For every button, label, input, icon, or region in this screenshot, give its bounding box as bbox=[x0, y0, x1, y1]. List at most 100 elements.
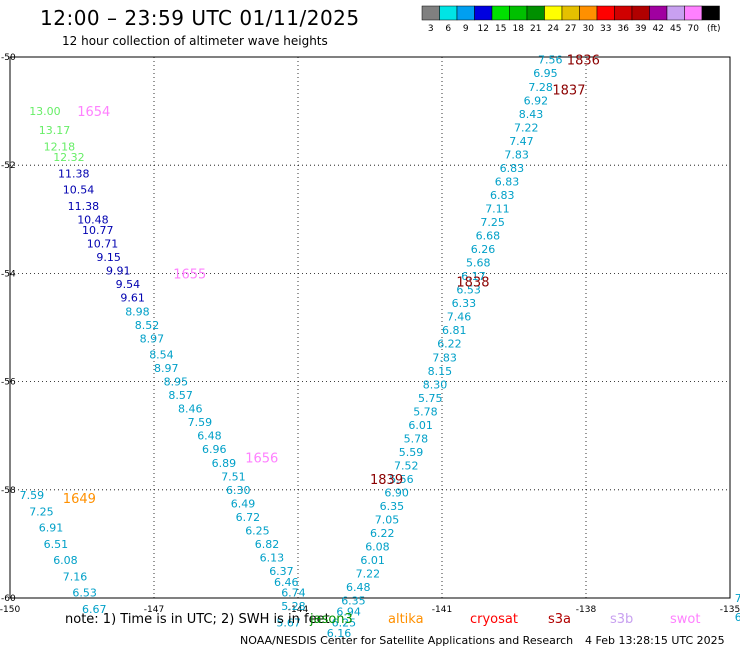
wave-height-point: 8.54 bbox=[149, 349, 174, 362]
legend-label: 42 bbox=[653, 24, 664, 34]
wave-height-point: 7.59 bbox=[20, 489, 44, 502]
wave-height-point: 6.30 bbox=[226, 484, 251, 497]
wave-height-point: 8.43 bbox=[519, 108, 544, 121]
wave-height-point: 6.91 bbox=[39, 522, 64, 535]
legend-label: 3 bbox=[428, 24, 434, 34]
wave-height-point: 6.25 bbox=[245, 524, 270, 537]
footer-timestamp: 4 Feb 13:28:15 UTC 2025 bbox=[585, 634, 725, 647]
wave-height-point: 6.08 bbox=[365, 541, 390, 554]
wave-height-point: 6.89 bbox=[212, 457, 237, 470]
wave-height-point: 6.01 bbox=[408, 419, 433, 432]
wave-height-point: 6.82 bbox=[255, 538, 279, 551]
legend-label: 27 bbox=[565, 24, 576, 34]
satellite-label-s3b: s3b bbox=[610, 612, 634, 627]
legend-label: 39 bbox=[635, 24, 647, 34]
wave-height-point: 6.37 bbox=[269, 565, 294, 578]
lat-tick-label: -56 bbox=[1, 378, 16, 388]
pass-time-label: 1839 bbox=[370, 473, 403, 488]
lon-tick-label: -144 bbox=[288, 605, 309, 615]
wave-height-point: 6.83 bbox=[490, 189, 515, 202]
wave-height-point: 8.98 bbox=[125, 305, 150, 318]
legend-label: 33 bbox=[600, 24, 611, 34]
wave-height-point: 6.46 bbox=[274, 576, 299, 589]
wave-height-point: 6.94 bbox=[336, 606, 361, 619]
wave-height-point: 6.96 bbox=[202, 443, 227, 456]
wave-height-point: 8.15 bbox=[428, 365, 453, 378]
wave-height-point: 6.25 bbox=[332, 616, 357, 629]
wave-height-point: 7.16 bbox=[63, 570, 88, 583]
wave-height-point: 7.46 bbox=[447, 311, 472, 324]
wave-height-point: 6 bbox=[735, 611, 740, 624]
pass-time-label: 1837 bbox=[552, 83, 585, 98]
wave-height-point: 11.38 bbox=[58, 167, 90, 180]
legend-label: 21 bbox=[530, 24, 541, 34]
wave-height-point: 13.00 bbox=[29, 105, 61, 118]
wave-height-legend: 3 6 9 12 15 18 21 24 27 30 33 36 39 42 45 70 (ft) bbox=[421, 5, 721, 34]
lon-tick-label: -135 bbox=[720, 605, 740, 615]
wave-height-point: 6.83 bbox=[495, 175, 520, 188]
chart-title: 12:00 – 23:59 UTC 01/11/2025 bbox=[40, 6, 360, 30]
wave-height-point: 10.48 bbox=[77, 213, 109, 226]
wave-height-point: 6.16 bbox=[327, 627, 352, 640]
legend-label: 9 bbox=[463, 24, 469, 34]
wave-height-point: 6.67 bbox=[82, 603, 107, 616]
wave-height-point: 8.52 bbox=[135, 319, 160, 332]
wave-height-point: 7.51 bbox=[221, 470, 246, 483]
legend-label: 15 bbox=[495, 24, 506, 34]
lon-tick-label: -138 bbox=[576, 605, 597, 615]
wave-height-point: 6.53 bbox=[72, 587, 97, 600]
wave-height-point: 8.46 bbox=[178, 403, 203, 416]
lat-tick-label: -60 bbox=[1, 594, 16, 604]
wave-height-point: 7.83 bbox=[504, 148, 529, 161]
wave-height-point: 8.30 bbox=[423, 378, 448, 391]
legend-label: 24 bbox=[548, 24, 560, 34]
wave-height-point: 5.75 bbox=[418, 392, 443, 405]
wave-height-point: 5.78 bbox=[413, 405, 438, 418]
wave-height-point: 8.97 bbox=[140, 332, 165, 345]
wave-height-point: 6.90 bbox=[384, 487, 409, 500]
lon-tick-label: -141 bbox=[432, 605, 452, 615]
wave-height-point: 6.17 bbox=[461, 270, 486, 283]
pass-time-label: 1838 bbox=[456, 276, 489, 291]
satellite-label-jason3: jason3 bbox=[310, 612, 353, 627]
wave-height-point: 7.28 bbox=[528, 81, 553, 94]
legend-label: 6 bbox=[445, 24, 451, 34]
map-frame bbox=[9, 56, 731, 599]
lat-tick-label: -50 bbox=[1, 53, 16, 63]
wave-height-point: 6.22 bbox=[370, 527, 395, 540]
legend-label: 45 bbox=[670, 24, 681, 34]
wave-height-point: 10.54 bbox=[63, 184, 95, 197]
wave-height-point: 6.74 bbox=[281, 587, 306, 600]
chart-subtitle: 12 hour collection of altimeter wave hei… bbox=[62, 34, 328, 48]
wave-height-point: 7.47 bbox=[509, 135, 534, 148]
wave-height-point: 5.67 bbox=[276, 616, 301, 629]
legend-label: 36 bbox=[618, 24, 630, 34]
pass-time-label: 1649 bbox=[63, 492, 96, 507]
legend-label: 12 bbox=[478, 24, 489, 34]
footer-note: note: 1) Time is in UTC; 2) SWH is in fe… bbox=[65, 612, 330, 627]
wave-height-point: 11.38 bbox=[68, 200, 100, 213]
wave-height-point: 6.49 bbox=[231, 497, 256, 510]
legend-label: 30 bbox=[583, 24, 595, 34]
wave-height-point: 5.59 bbox=[399, 446, 424, 459]
wave-height-point: 8.97 bbox=[154, 362, 179, 375]
wave-height-point: 6.35 bbox=[380, 500, 405, 513]
wave-height-point: 6.83 bbox=[500, 162, 524, 175]
wave-height-point: 6.48 bbox=[197, 430, 222, 443]
wave-height-point: 7.11 bbox=[485, 202, 510, 215]
satellite-label-swot: swot bbox=[670, 612, 701, 627]
wave-height-point: 6.53 bbox=[456, 284, 481, 297]
lat-tick-label: -54 bbox=[1, 269, 16, 279]
lon-tick-label: -150 bbox=[0, 605, 20, 615]
wave-height-point: 7.05 bbox=[375, 514, 400, 527]
wave-height-point: 12.32 bbox=[53, 151, 84, 164]
wave-height-point: 7.25 bbox=[29, 505, 54, 518]
wave-height-point: 7.56 bbox=[538, 54, 563, 67]
wave-height-point: 10.71 bbox=[87, 238, 119, 251]
wave-height-point: 6.33 bbox=[452, 297, 477, 310]
wave-height-point: 6.22 bbox=[437, 338, 462, 351]
wave-height-point: 5.28 bbox=[281, 600, 306, 613]
wave-height-point: 9.61 bbox=[120, 292, 144, 305]
lat-tick-label: -58 bbox=[1, 486, 16, 496]
wave-height-point: 8.95 bbox=[164, 376, 189, 389]
